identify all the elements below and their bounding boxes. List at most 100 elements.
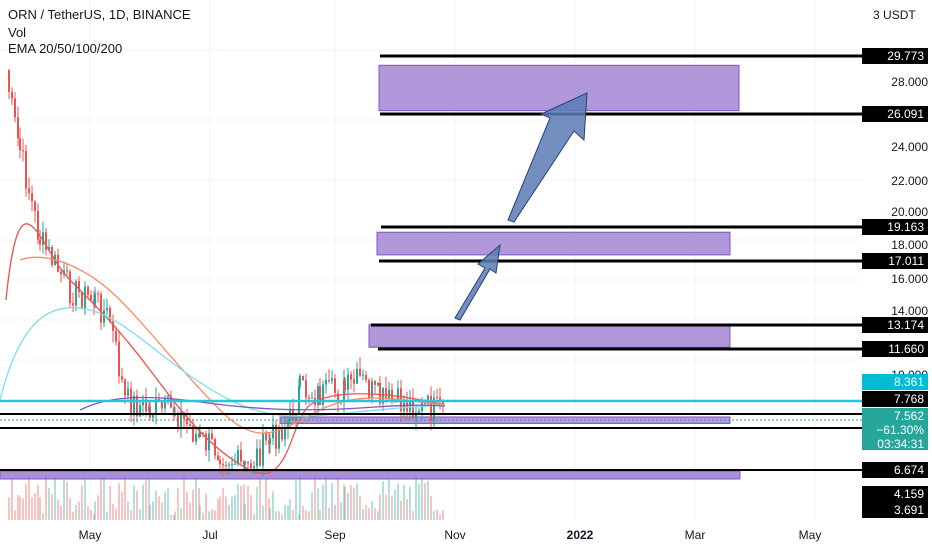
ema-legend: EMA 20/50/100/200 — [8, 41, 123, 56]
candle-body — [331, 378, 333, 381]
volume-bar — [281, 514, 283, 520]
candle-body — [106, 307, 108, 311]
volume-bar — [278, 511, 280, 520]
volume-bar — [397, 483, 399, 520]
volume-bar — [17, 495, 19, 520]
candle-body — [164, 397, 166, 409]
volume-bar — [142, 484, 144, 520]
candle-body — [28, 188, 30, 194]
volume-bar — [199, 505, 201, 520]
volume-bar — [391, 495, 393, 520]
volume-bar — [424, 483, 426, 520]
candle-body — [45, 232, 47, 250]
volume-bar — [350, 484, 352, 520]
volume-bar — [14, 510, 16, 520]
x-tick-label: May — [798, 528, 822, 542]
volume-bar — [69, 498, 71, 520]
candle-body — [442, 401, 444, 406]
volume-bar — [302, 505, 304, 520]
x-tick-label: 2022 — [566, 528, 594, 542]
candle-body — [14, 98, 16, 118]
candle-body — [37, 211, 39, 240]
candle-body — [308, 397, 310, 399]
candle-body — [87, 286, 89, 295]
volume-bar — [164, 492, 166, 520]
candle-body — [84, 286, 86, 309]
candle-body — [262, 433, 264, 466]
candle-body — [319, 386, 321, 405]
last-price-countdown: 03:34:31 — [877, 437, 924, 451]
volume-bar — [265, 478, 267, 520]
volume-bar — [314, 477, 316, 520]
volume-bar — [214, 510, 216, 520]
candle-body — [149, 406, 151, 418]
volume-bar — [177, 488, 179, 520]
candle-body — [287, 421, 289, 428]
volume-bar — [379, 494, 381, 520]
candle-body — [22, 150, 24, 152]
volume-bar — [25, 483, 27, 520]
candle-body — [211, 433, 213, 440]
candle-body — [334, 378, 336, 394]
candle-body — [186, 418, 188, 425]
volume-bar — [228, 504, 230, 520]
volume-bar — [256, 486, 258, 520]
currency-label: 3 USDT — [873, 8, 916, 22]
candle-body — [69, 271, 71, 304]
volume-bar — [322, 484, 324, 520]
volume-bar — [75, 504, 77, 520]
candle-body — [145, 399, 147, 412]
candle-body — [281, 429, 283, 440]
candle-body — [379, 383, 381, 404]
volume-bar — [161, 502, 163, 520]
candle-body — [350, 374, 352, 380]
x-tick-label: Mar — [684, 528, 706, 542]
volume-bar — [328, 507, 330, 520]
candle-body — [337, 393, 339, 402]
volume-bar — [225, 496, 227, 520]
candle-body — [115, 330, 117, 342]
volume-bar — [382, 481, 384, 520]
volume-bar — [136, 490, 138, 520]
y-tick-label: 18.000 — [891, 238, 928, 252]
candle-body — [253, 466, 255, 469]
volume-bar — [145, 480, 147, 520]
candle-body — [118, 341, 120, 377]
currency: USDT — [883, 8, 916, 22]
candle-body — [222, 464, 224, 466]
candle-body — [195, 433, 197, 442]
candle-body — [167, 396, 169, 398]
candle-body — [231, 463, 233, 465]
candle-body — [250, 463, 252, 469]
candle-body — [299, 375, 301, 386]
volume-bar — [237, 483, 239, 520]
candle-body — [265, 433, 267, 441]
candle-body — [325, 379, 327, 385]
candle-body — [39, 239, 41, 245]
volume-bar — [388, 478, 390, 520]
volume-bar — [385, 494, 387, 520]
volume-bar — [174, 511, 176, 520]
candle-body — [219, 459, 221, 465]
zones — [0, 64, 741, 480]
candle-body — [430, 395, 432, 421]
candle-body — [11, 91, 13, 99]
candle-body — [152, 414, 154, 418]
volume-bar — [272, 491, 274, 520]
volume-bar — [155, 490, 157, 520]
volume-bar — [66, 481, 68, 520]
candle-body — [31, 193, 33, 202]
price-level-label: 29.773 — [862, 48, 928, 64]
volume-bar — [412, 511, 414, 520]
candle-body — [127, 388, 129, 396]
x-tick-label: May — [78, 528, 102, 542]
volume-bar — [97, 495, 99, 520]
candle-body — [90, 294, 92, 300]
volume-bar — [173, 514, 175, 520]
candle-body — [94, 293, 96, 305]
volume-bar — [418, 483, 420, 520]
volume-bar — [344, 486, 346, 520]
volume-bar — [371, 501, 373, 520]
